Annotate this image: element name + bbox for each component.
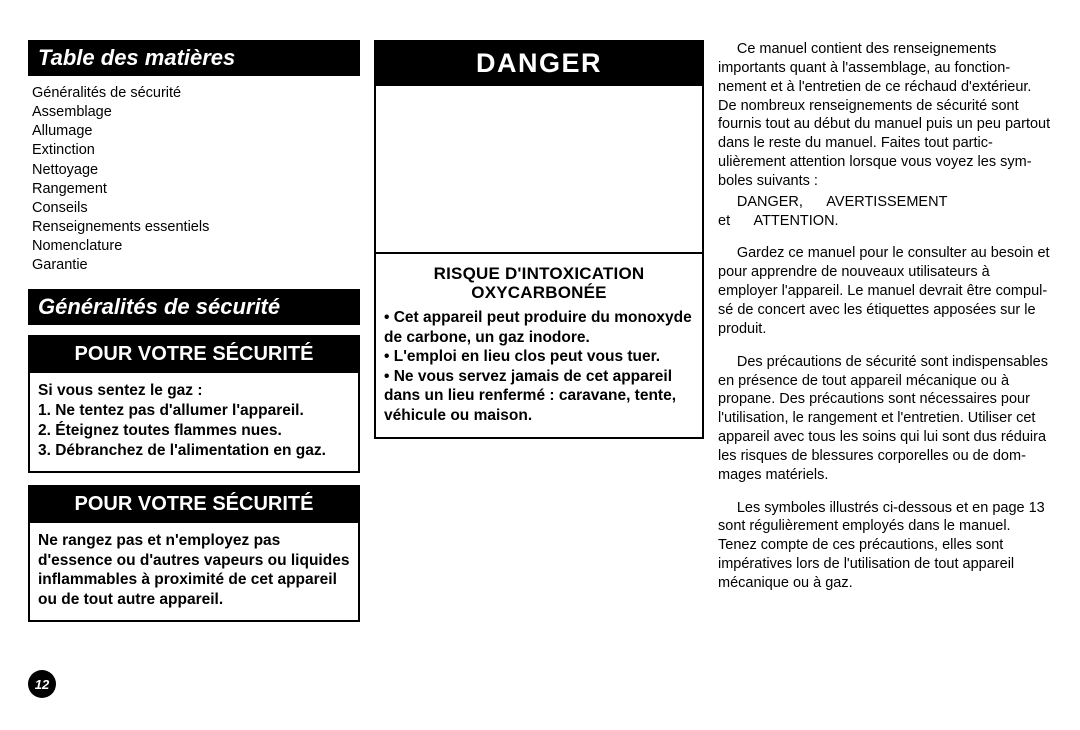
risk-title: RISQUE D'INTOXICATION OXYCARBONÉE [376, 254, 702, 304]
right-column: Ce manuel contient des renseignements im… [718, 40, 1052, 622]
risk-bullet: • L'emploi en lieu clos peut vous tuer. [384, 347, 694, 367]
page-number: 12 [35, 677, 49, 692]
risk-body: • Cet appareil peut produire du monoxyde… [376, 304, 702, 437]
toc-item: Extinction [32, 141, 356, 160]
symbol-attention: ATTENTION. [753, 213, 838, 229]
toc-item: Nomenclature [32, 237, 356, 256]
risk-title-line1: RISQUE D'INTOXICATION [434, 264, 645, 283]
symbol-avertissement: AVERTISSEMENT [826, 194, 947, 210]
toc-item: Conseils [32, 199, 356, 218]
safety-box-2-text: Ne rangez pas et n'employez pas d'essenc… [38, 531, 350, 610]
right-body-text: Ce manuel contient des renseignements im… [718, 40, 1052, 593]
safety-box-2-title: POUR VOTRE SÉCURITÉ [30, 487, 358, 523]
danger-title-bar: DANGER [376, 42, 702, 86]
safety-heading: Généralités de sécurité [28, 289, 360, 325]
toc-item: Nettoyage [32, 161, 356, 180]
left-column: Table des matières Généralités de sécuri… [28, 40, 360, 622]
toc-list: Généralités de sécurité Assemblage Allum… [28, 76, 360, 289]
risk-bullet: • Cet appareil peut produire du monoxyde… [384, 308, 694, 347]
symbol-et: et [718, 212, 730, 231]
middle-column: DANGER RISQUE D'INTOXICATION OXYCARBONÉE… [374, 40, 704, 622]
safety-box-1-item: 3. Débranchez de l'alimentation en gaz. [38, 441, 350, 461]
three-column-layout: Table des matières Généralités de sécuri… [28, 40, 1052, 622]
safety-box-1-body: Si vous sentez le gaz : 1. Ne tentez pas… [30, 373, 358, 470]
risk-bullet: • Ne vous servez jamais de cet appareil … [384, 367, 694, 426]
paragraph: Les symboles illustrés ci-dessous et en … [718, 499, 1052, 593]
toc-item: Généralités de sécurité [32, 84, 356, 103]
safety-box-2-body: Ne rangez pas et n'employez pas d'essenc… [30, 523, 358, 620]
paragraph: Gardez ce manuel pour le consulter au be… [718, 244, 1052, 338]
toc-item: Rangement [32, 180, 356, 199]
safety-box-1-lead: Si vous sentez le gaz : [38, 381, 350, 401]
toc-item: Assemblage [32, 103, 356, 122]
safety-box-1-item: 2. Éteignez toutes flammes nues. [38, 421, 350, 441]
manual-page: Table des matières Généralités de sécuri… [0, 0, 1080, 730]
toc-item: Renseignements essentiels [32, 218, 356, 237]
danger-illustration-area [376, 86, 702, 254]
page-number-badge: 12 [28, 670, 56, 698]
toc-item: Allumage [32, 122, 356, 141]
paragraph: Ce manuel contient des renseignements im… [718, 40, 1052, 191]
safety-box-2: POUR VOTRE SÉCURITÉ Ne rangez pas et n'e… [28, 485, 360, 622]
paragraph: Des précautions de sécurité sont indispe… [718, 353, 1052, 485]
safety-box-1: POUR VOTRE SÉCURITÉ Si vous sentez le ga… [28, 335, 360, 472]
toc-heading: Table des matières [28, 40, 360, 76]
safety-box-1-title: POUR VOTRE SÉCURITÉ [30, 337, 358, 373]
symbol-danger: DANGER, [737, 194, 803, 210]
toc-item: Garantie [32, 256, 356, 275]
risk-title-line2: OXYCARBONÉE [471, 283, 606, 302]
safety-box-1-item: 1. Ne tentez pas d'allumer l'appareil. [38, 401, 350, 421]
danger-box: DANGER RISQUE D'INTOXICATION OXYCARBONÉE… [374, 40, 704, 439]
warning-symbols-line: DANGER, AVERTISSEMENT et ATTENTION. [718, 193, 1052, 231]
